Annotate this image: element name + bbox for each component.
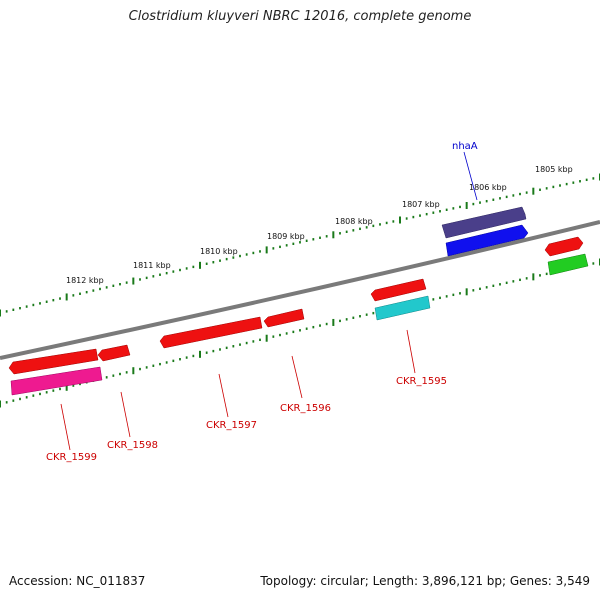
gene-nhaA-blue[interactable] [445,224,529,257]
leader-CKR_1595 [406,329,416,374]
kbp-label-1811: 1811 kbp [133,261,171,270]
leader-nhaA [463,151,478,201]
label-leaders [60,151,478,451]
kbp-label-1809: 1809 kbp [267,232,305,241]
gene-CKR_1599-magenta[interactable] [10,366,103,396]
accession-text: Accession: NC_011837 [9,574,146,588]
gene-CKR_1595-cyan[interactable] [374,295,431,321]
gene-label-nhaA[interactable]: nhaA [452,141,478,152]
genome-backbone [0,220,600,360]
gene-labels: CKR_1599 CKR_1598 CKR_1597 CKR_1596 CKR_… [46,141,478,463]
kbp-label-1812: 1812 kbp [66,276,104,285]
leader-CKR_1599 [60,403,71,451]
kbp-label-1810: 1810 kbp [200,247,238,256]
gene-label-CKR_1597[interactable]: CKR_1597 [206,420,257,431]
genome-summary-text: Topology: circular; Length: 3,896,121 bp… [260,574,590,588]
gene-nhaA-purple[interactable] [441,206,527,239]
outer-tick-track [0,173,600,317]
gene-label-CKR_1599[interactable]: CKR_1599 [46,452,97,463]
leader-CKR_1596 [291,355,303,399]
gene-right-green[interactable] [547,253,589,276]
kbp-label-1806: 1806 kbp [469,183,507,192]
gene-right-red[interactable] [544,236,584,257]
gene-features [8,206,589,396]
gene-CKR_1595-red[interactable] [370,278,427,302]
kbp-labels: 1812 kbp 1811 kbp 1810 kbp 1809 kbp 1808… [66,165,573,285]
gene-label-CKR_1598[interactable]: CKR_1598 [107,440,158,451]
kbp-label-1807: 1807 kbp [402,200,440,209]
map-title: Clostridium kluyveri NBRC 12016, complet… [128,9,472,24]
gene-label-CKR_1595[interactable]: CKR_1595 [396,376,447,387]
gene-label-CKR_1596[interactable]: CKR_1596 [280,403,331,414]
gene-CKR_1598[interactable] [97,344,131,362]
gene-CKR_1596[interactable] [263,308,305,328]
kbp-label-1805: 1805 kbp [535,165,573,174]
leader-CKR_1598 [120,391,131,438]
gene-CKR_1599-red[interactable] [8,348,99,375]
leader-CKR_1597 [218,373,229,418]
kbp-label-1808: 1808 kbp [335,217,373,226]
gene-CKR_1597[interactable] [159,316,263,349]
